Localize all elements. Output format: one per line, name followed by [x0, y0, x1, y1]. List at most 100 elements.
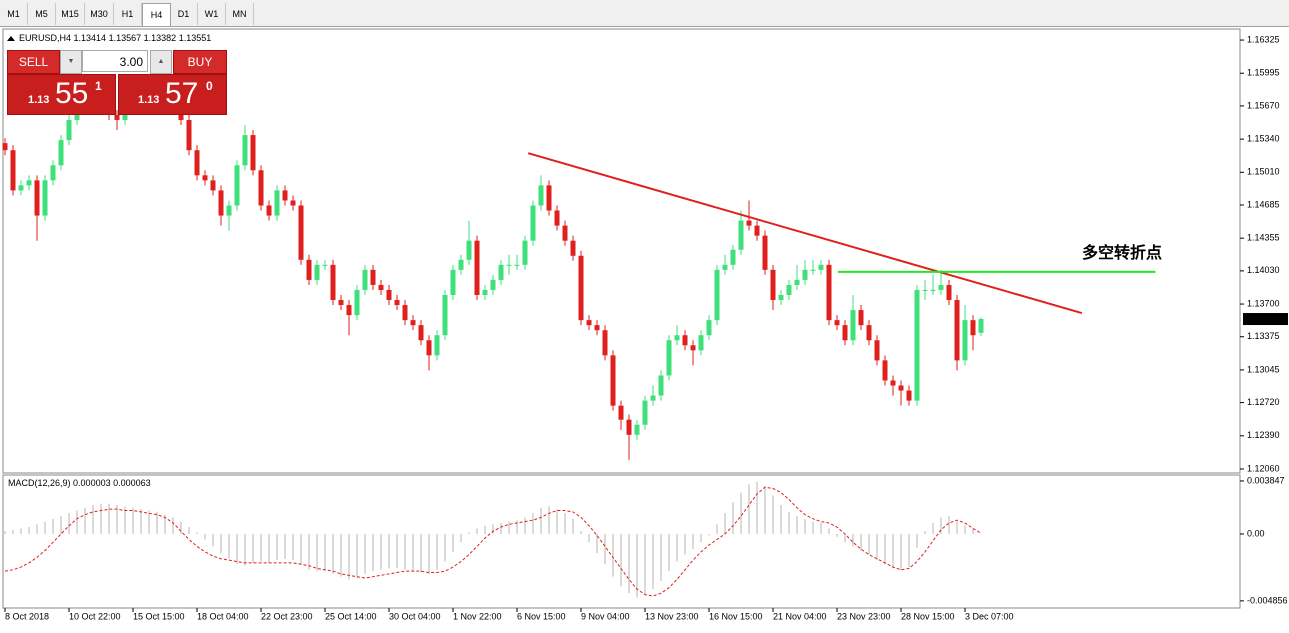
price-tag: 1.13551: [1247, 313, 1280, 323]
candle-body: [962, 320, 968, 361]
y-tick-label: 1.15995: [1247, 68, 1280, 78]
y-tick-label: 1.15010: [1247, 167, 1280, 177]
candle-body: [978, 319, 984, 333]
candle-body: [210, 180, 216, 191]
candle-body: [458, 259, 464, 270]
candle-body: [610, 355, 616, 406]
lot-down[interactable]: ▼: [60, 50, 82, 74]
trendline: [527, 152, 1083, 315]
x-tick-label: 28 Nov 15:00: [901, 611, 955, 621]
candle-body: [362, 269, 368, 290]
candle-body: [506, 264, 512, 266]
candle-body: [706, 320, 712, 336]
candle-body: [346, 305, 352, 316]
candle-body: [442, 294, 448, 336]
high: 1.13567: [109, 33, 142, 43]
candle-body: [490, 279, 496, 290]
x-tick-label: 21 Nov 04:00: [773, 611, 827, 621]
macd-value: 0.000003: [73, 478, 111, 488]
annotation: 多空转折点: [1082, 243, 1162, 262]
candle-body: [114, 114, 120, 121]
candle-body: [714, 269, 720, 321]
candle-body: [938, 284, 944, 290]
timeframe-tab[interactable]: MN: [226, 3, 254, 25]
signal-value: 0.000063: [113, 478, 151, 488]
candle-body: [754, 225, 760, 236]
candle-body: [850, 310, 856, 341]
candle-body: [466, 240, 472, 260]
timeframe-tab[interactable]: H1: [114, 3, 142, 25]
candle-body: [546, 185, 552, 211]
x-tick-label: 9 Nov 04:00: [581, 611, 630, 621]
macd-title: MACD(12,26,9): [8, 478, 71, 488]
candle-body: [434, 335, 440, 356]
candle-body: [882, 360, 888, 381]
x-tick-label: 3 Dec 07:00: [965, 611, 1014, 621]
candle-body: [562, 225, 568, 241]
lot-input[interactable]: 3.00: [82, 50, 148, 72]
candle-body: [898, 385, 904, 391]
candle-body: [906, 390, 912, 401]
candle-body: [530, 205, 536, 241]
y-tick-label: 1.12060: [1247, 463, 1280, 473]
y-tick-label: 1.13375: [1247, 331, 1280, 341]
candle-body: [874, 340, 880, 361]
candle-body: [274, 190, 280, 216]
candle-body: [730, 249, 736, 265]
candle-body: [378, 284, 384, 290]
candle-body: [330, 264, 336, 301]
candle-body: [242, 135, 248, 166]
buy-button[interactable]: BUY: [173, 50, 227, 74]
y-tick-label: 1.13700: [1247, 298, 1280, 308]
timeframe-tab[interactable]: M5: [28, 3, 56, 25]
candle-body: [298, 205, 304, 260]
candle-body: [386, 289, 392, 301]
ask-fraction: 0: [206, 79, 213, 93]
candle-body: [450, 269, 456, 295]
candle-body: [2, 143, 8, 151]
candle-body: [722, 264, 728, 270]
bid-pips: 55: [55, 77, 89, 110]
sell-button[interactable]: SELL: [7, 50, 60, 74]
candle-body: [474, 240, 480, 295]
ask-pips: 57: [165, 77, 199, 110]
timeframe-tab[interactable]: M1: [0, 3, 28, 25]
y-tick-label: 1.12720: [1247, 397, 1280, 407]
candle-body: [634, 424, 640, 435]
bid-prefix: 1.13: [28, 94, 50, 106]
candle-body: [26, 180, 32, 186]
x-tick-label: 1 Nov 22:00: [453, 611, 502, 621]
bid-box[interactable]: 1.13 55 1: [7, 74, 116, 115]
candle-body: [810, 269, 816, 271]
candle-body: [498, 264, 504, 280]
symbol: EURUSD,H4: [19, 33, 71, 43]
timeframe-tab[interactable]: W1: [198, 3, 226, 25]
timeframe-tab[interactable]: M30: [85, 3, 114, 25]
ask-prefix: 1.13: [138, 94, 160, 106]
lot-up[interactable]: ▲: [150, 50, 172, 74]
candle-body: [818, 264, 824, 270]
candle-body: [650, 395, 656, 401]
candle-body: [674, 335, 680, 341]
candle-body: [642, 400, 648, 425]
ask-box[interactable]: 1.13 57 0: [118, 74, 227, 115]
candle-body: [826, 264, 832, 321]
candle-body: [410, 320, 416, 326]
x-tick-label: 16 Nov 15:00: [709, 611, 763, 621]
candle-body: [586, 320, 592, 326]
chart: 1.16325 1.15995 1.15670 1.15340 1.15010 1.146…: [2, 28, 1288, 621]
candle-body: [842, 325, 848, 341]
timeframe-tab[interactable]: M15: [56, 3, 85, 25]
timeframe-tab[interactable]: H4: [142, 3, 171, 26]
candle-body: [890, 380, 896, 386]
candle-body: [922, 289, 928, 291]
candle-body: [802, 269, 808, 280]
candle-body: [658, 375, 664, 396]
macd-panel: 0.003847 0.00 -0.004856: [4, 475, 1288, 605]
x-tick-label: 23 Nov 23:00: [837, 611, 891, 621]
timeframe-tab[interactable]: D1: [170, 3, 198, 25]
candle-body: [34, 180, 40, 216]
candle-body: [402, 305, 408, 321]
candle-body: [746, 220, 752, 226]
candle-body: [226, 205, 232, 216]
